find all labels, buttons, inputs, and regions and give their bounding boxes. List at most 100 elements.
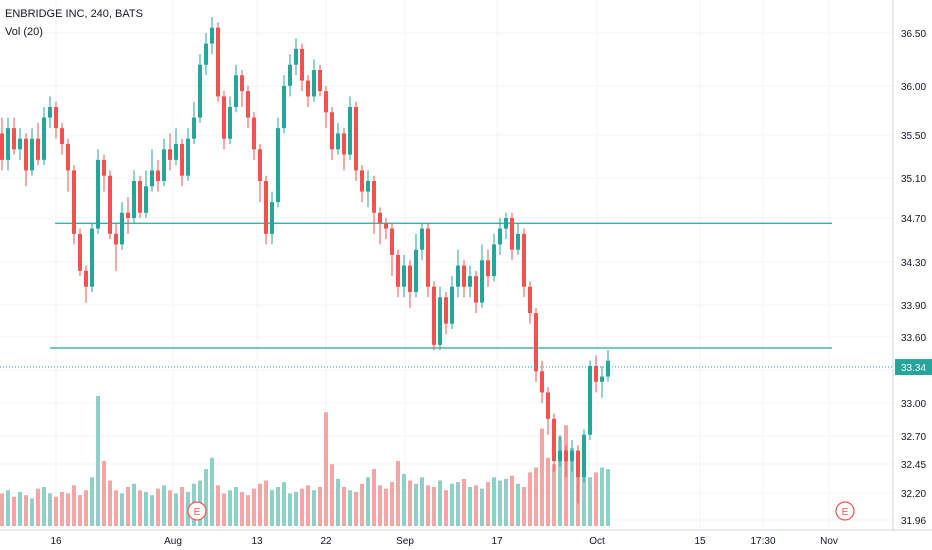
time-tick-label: 22 [320,536,332,547]
candle [150,149,154,192]
volume-bar [600,467,604,526]
price-tick-label: 34.70 [901,214,926,225]
candle [504,212,508,240]
volume-bar [324,412,328,526]
price-tick-label: 32.70 [901,432,926,443]
candle [462,260,466,298]
candle [156,159,160,192]
volume-bar [180,487,184,526]
volume-bar [366,477,370,526]
volume-bar [90,477,94,526]
candle [546,387,550,435]
candle [480,244,484,308]
candle [594,355,598,393]
volume-bar [606,469,610,526]
price-axis[interactable]: 36.50 36.00 35.50 35.10 34.70 34.30 33.90 33.60… [901,29,926,527]
candle [192,101,196,144]
volume-bar [174,493,178,526]
earnings-marker[interactable]: E [187,501,207,521]
volume-bar [486,482,490,526]
price-tick-label: 32.45 [901,460,926,471]
volume-bar [114,490,118,526]
volume-bar [120,493,124,526]
last-price-badge: 33.34 [895,359,932,376]
candle [498,218,502,255]
candle [552,413,556,472]
candle [534,307,538,382]
volume-bar [582,459,586,526]
candle [600,366,604,398]
volume-bar [468,487,472,526]
candle [360,165,364,203]
volume-bar [426,485,430,526]
volume-bar [276,487,280,526]
volume-bar [396,461,400,526]
candle [114,223,118,271]
volume-bar [132,483,136,526]
candle [168,133,172,171]
candle [306,75,310,107]
time-tick-label: Oct [589,536,605,547]
volume-bar [432,487,436,526]
volume-indicator-label: Vol (20) [5,26,43,38]
symbol-title: ENBRIDGE INC, 240, BATS [5,8,143,20]
time-tick-label: 17:30 [750,536,775,547]
volume-bar [336,478,340,526]
candle [354,101,358,181]
horizontal-levels [50,222,832,349]
volume-bar [84,490,88,526]
candle [174,128,178,166]
price-tick-label: 35.10 [901,174,926,185]
candle [396,249,400,298]
volume-bar [558,436,562,526]
volume-bar [540,428,544,526]
candle [576,445,580,504]
candle [90,223,94,292]
candle [36,122,40,166]
candle [54,101,58,139]
volume-bar [330,464,334,526]
candle [378,207,382,245]
volume-bar [342,487,346,526]
candle [84,265,88,303]
volume-bar [480,488,484,526]
earnings-marker[interactable]: E [835,501,855,521]
volume-bar [552,464,556,526]
price-tick-label: 33.90 [901,301,926,312]
candles [0,17,610,504]
volume-bar [450,483,454,526]
candle [222,91,226,150]
volume-bar [456,482,460,526]
time-axis[interactable]: 16 Aug 13 22 Sep 17 Oct 15 17:30 Nov [50,536,837,547]
candle [294,38,298,76]
volume-bar [18,491,22,526]
volume-bar [102,461,106,526]
volume-bar [378,485,382,526]
volume-bar [294,491,298,526]
grid-lines [0,0,893,530]
volume-bar [42,487,46,526]
candle [72,165,76,245]
candle [252,112,256,160]
volume-bar [390,482,394,526]
candle [492,233,496,282]
volume-bar [6,490,10,526]
volume-bar [156,488,160,526]
volume-bar [414,483,418,526]
candle [30,128,34,176]
candle [126,196,130,234]
volume-bar [354,491,358,526]
candle [474,270,478,314]
candle [24,133,28,187]
candle [288,54,292,97]
time-tick-label: 15 [694,536,706,547]
volume-bar [24,495,28,526]
volume-bar [72,485,76,526]
candle [510,212,514,261]
volume-bar [534,467,538,526]
volume-bar [12,496,16,526]
candle [180,138,184,187]
candle [468,265,472,298]
candle [324,85,328,129]
